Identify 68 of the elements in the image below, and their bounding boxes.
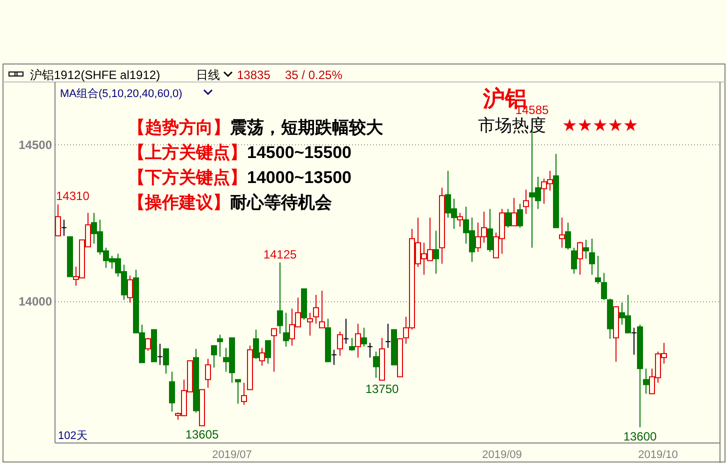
candlestick (433, 230, 439, 274)
x-tick-label: 2019/07 (212, 449, 252, 461)
annotation: 【操作建议】耐心等待机会 (128, 193, 333, 212)
x-tick-label: 2019/09 (482, 449, 522, 461)
candlestick (331, 349, 337, 366)
candlestick (157, 343, 163, 366)
annotation: ★★★★★ (562, 116, 638, 135)
annotation: 【上方关键点】14500~15500 (128, 143, 352, 162)
candlestick (571, 247, 577, 274)
candlestick (367, 342, 373, 358)
annotation: 14310 (56, 189, 90, 203)
candlestick (205, 358, 211, 388)
annotation: 13600 (623, 429, 658, 444)
y-tick-label: 14500 (18, 138, 52, 152)
text: 13835 (237, 68, 271, 82)
candlestick (283, 312, 289, 348)
annotation: 13605 (185, 428, 220, 442)
text: 35 / 0.25% (285, 68, 343, 82)
y-tick-label: 14000 (18, 294, 52, 309)
candlestick (127, 275, 133, 304)
candlestick (577, 241, 583, 276)
annotation: 102天 (58, 430, 88, 442)
candlestick (373, 351, 379, 378)
candlestick (259, 347, 265, 366)
candlestick (601, 272, 607, 300)
candlestick (217, 334, 223, 358)
candlestick (337, 331, 343, 356)
candlestick (487, 208, 493, 252)
candlestick (361, 327, 367, 348)
candlestick (277, 262, 283, 334)
candlestick (385, 323, 391, 348)
candlestick (589, 238, 595, 276)
annotation: 【趋势方向】震荡，短期跌幅较大 (128, 118, 384, 137)
annotation: 14125 (263, 248, 298, 262)
candlestick (163, 348, 169, 374)
candlestick (595, 255, 601, 284)
candlestick (61, 219, 67, 236)
text: 日线 (196, 68, 220, 82)
annotation: 【下方关键点】14000~13500 (128, 168, 352, 187)
candlestick (169, 371, 175, 412)
candlestick (265, 340, 271, 364)
candlestick (631, 327, 637, 356)
candlestick (559, 217, 565, 248)
candlestick (349, 337, 355, 352)
candlestick (55, 204, 61, 236)
candlestick (253, 329, 259, 360)
candlestick (211, 345, 217, 368)
candlestick (517, 203, 523, 228)
x-tick-label: 2019/10 (638, 449, 678, 461)
chart-title: 沪铝1912(SHFE al1912) (30, 68, 160, 82)
candlestick (271, 328, 277, 372)
candlestick (235, 379, 241, 404)
candlestick (343, 318, 349, 344)
candlestick (313, 294, 319, 324)
candlestick (643, 368, 649, 394)
candlestick (523, 189, 529, 214)
candlestick (145, 337, 151, 352)
candlestick (457, 212, 463, 228)
candlestick (319, 290, 325, 328)
annotation: 13750 (365, 382, 400, 396)
candlestick (565, 222, 571, 250)
candlestick (505, 208, 511, 228)
annotation: MA组合(5,10,20,40,60,0) (60, 87, 182, 100)
candlestick (583, 239, 589, 260)
candlestick (241, 382, 247, 406)
candlestick (355, 323, 361, 358)
candlestick (307, 312, 313, 336)
candlestick (511, 197, 517, 226)
